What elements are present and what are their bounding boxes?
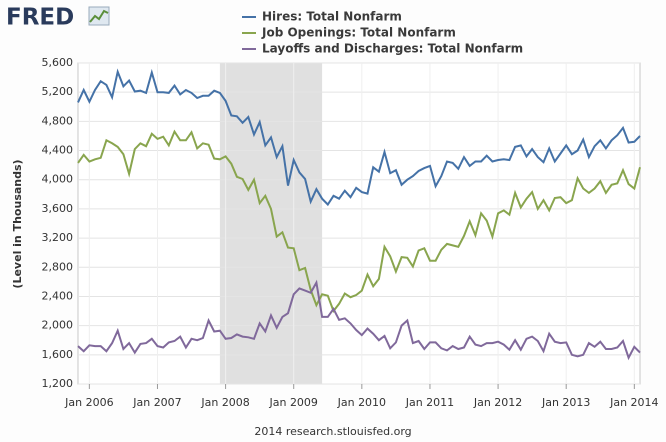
y-tick-label: 4,000: [42, 173, 74, 186]
y-tick-label: 1,600: [42, 348, 74, 361]
y-tick-label: 5,200: [42, 85, 74, 98]
series-line: [77, 68, 641, 207]
x-tick-label: Jan 2010: [337, 396, 386, 409]
series-line: [77, 279, 641, 361]
x-tick-label: Jan 2011: [405, 396, 454, 409]
logo-icon: [88, 6, 110, 26]
x-tick-label: Jan 2013: [541, 396, 590, 409]
footer: 2014 research.stlouisfed.org: [254, 425, 411, 438]
y-tick-label: 1,200: [42, 377, 74, 390]
x-tick-label: Jan 2014: [609, 396, 658, 409]
y-tick-label: 2,400: [42, 289, 74, 302]
series-line: [77, 129, 641, 314]
y-tick-label: 2,800: [42, 260, 74, 273]
x-tick-label: Jan 2007: [132, 396, 181, 409]
x-tick-label: Jan 2012: [473, 396, 522, 409]
y-axis-label: (Level in Thousands): [11, 159, 24, 288]
x-tick-label: Jan 2006: [64, 396, 113, 409]
y-tick-label: 3,200: [42, 231, 74, 244]
plot-area: [77, 62, 641, 385]
x-tick-label: Jan 2008: [200, 396, 249, 409]
legend-label: Hires: Total Nonfarm: [262, 10, 402, 24]
brand-logo: FRED: [6, 5, 74, 31]
legend-label: Job Openings: Total Nonfarm: [261, 26, 456, 40]
y-tick-label: 3,600: [42, 202, 74, 215]
y-tick-label: 2,000: [42, 319, 74, 332]
y-tick-label: 5,600: [42, 56, 74, 69]
y-tick-label: 4,400: [42, 144, 74, 157]
x-tick-label: Jan 2009: [268, 396, 317, 409]
y-tick-label: 4,800: [42, 114, 74, 127]
legend-label: Layoffs and Discharges: Total Nonfarm: [262, 42, 523, 56]
